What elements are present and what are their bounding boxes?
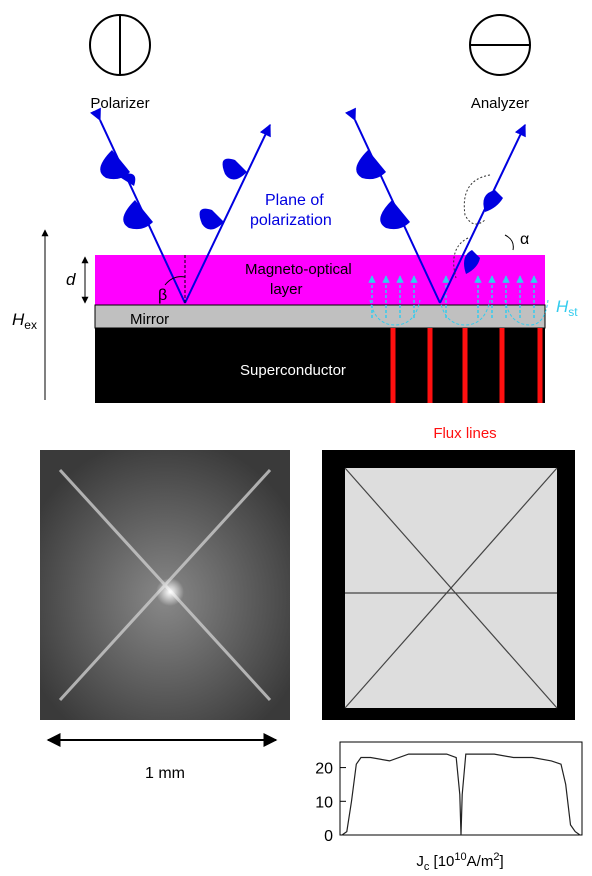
label: d — [66, 270, 76, 289]
label: Flux lines — [433, 425, 496, 442]
label: Magneto-optical — [245, 261, 352, 278]
figure: Polarizer Analyzer Plane of polarization… — [0, 0, 592, 876]
y-tick-label: 20 — [315, 761, 333, 778]
label: polarization — [250, 212, 332, 229]
label: layer — [270, 281, 303, 298]
label: Hex — [12, 310, 37, 332]
label: Analyzer — [471, 95, 529, 112]
label: Hst — [556, 297, 578, 319]
label: β — [158, 287, 167, 304]
label: α — [520, 231, 529, 248]
profile-line — [342, 754, 580, 835]
label: Plane of — [265, 192, 324, 209]
label: Superconductor — [240, 362, 346, 379]
x-axis-label: Jc [1010A/m2] — [416, 851, 503, 873]
chart: Jc [1010A/m2] 0 10 20 — [315, 742, 582, 873]
diagram: Polarizer Analyzer Plane of polarization… — [12, 15, 578, 442]
y-tick-label: 0 — [324, 828, 333, 845]
mo-images: 1 mm — [40, 450, 575, 782]
y-tick-label: 10 — [315, 794, 333, 811]
label: Polarizer — [90, 95, 149, 112]
label: 1 mm — [145, 765, 185, 782]
label: Mirror — [130, 311, 169, 328]
